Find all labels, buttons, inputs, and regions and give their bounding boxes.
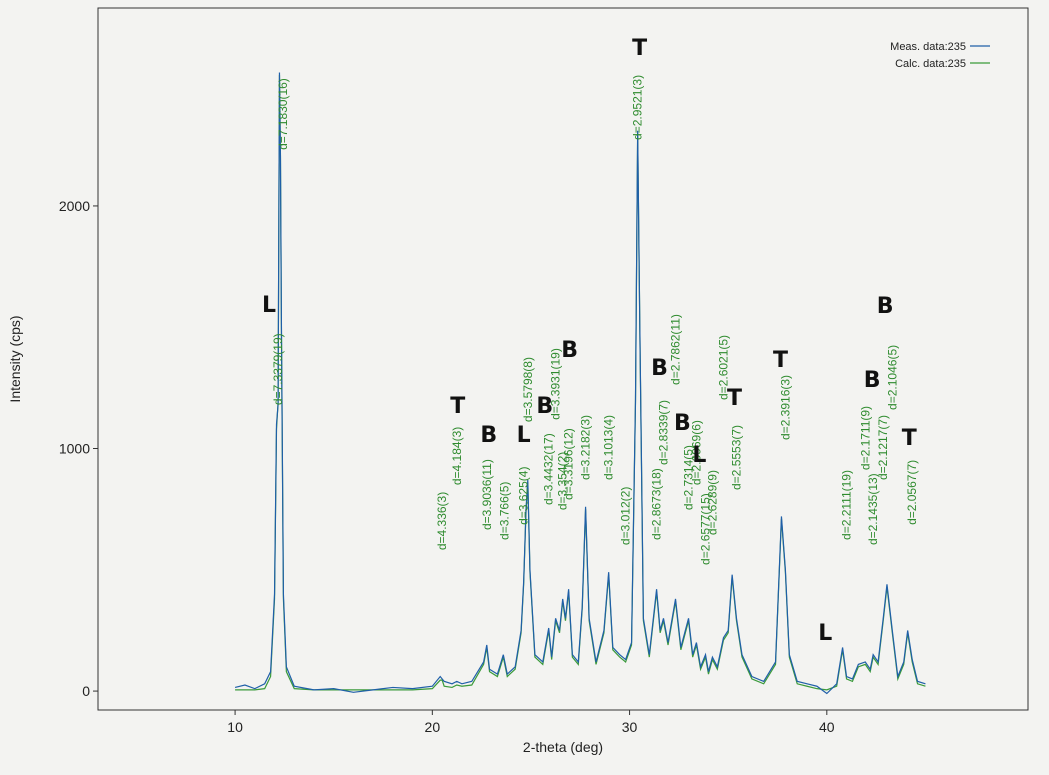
peak-label: d=3.3196(12) bbox=[562, 428, 576, 500]
peak-label: d=2.6969(6) bbox=[689, 420, 703, 485]
data-line bbox=[235, 74, 926, 691]
peak-label: d=2.2111(19) bbox=[839, 470, 853, 540]
peak-label: d=3.9036(11) bbox=[480, 459, 494, 530]
handwritten-mark: T bbox=[902, 426, 917, 451]
y-tick-label: 1000 bbox=[59, 441, 90, 457]
handwritten-mark: L bbox=[818, 621, 832, 646]
peak-label: d=2.1435(13) bbox=[866, 473, 880, 545]
handwritten-mark: B bbox=[561, 338, 578, 363]
y-axis-label: Intensity (cps) bbox=[7, 315, 23, 402]
peak-label: d=2.6289(9) bbox=[705, 470, 719, 535]
peak-label: d=3.766(5) bbox=[498, 482, 512, 540]
x-axis-label: 2-theta (deg) bbox=[523, 739, 603, 755]
peak-label: d=2.7862(11) bbox=[669, 314, 683, 385]
peak-label: d=2.0567(7) bbox=[905, 460, 919, 525]
y-tick-label: 0 bbox=[82, 683, 90, 699]
handwritten-mark: L bbox=[517, 423, 531, 448]
peak-label: d=2.8339(7) bbox=[656, 400, 670, 465]
peak-label: d=2.9521(3) bbox=[631, 75, 645, 140]
peak-label: d=2.6021(5) bbox=[716, 335, 730, 400]
handwritten-mark: B bbox=[674, 411, 691, 436]
y-tick-label: 2000 bbox=[59, 198, 90, 214]
peak-label: d=3.5798(8) bbox=[521, 357, 535, 422]
peak-label: d=3.354(2) bbox=[556, 452, 570, 510]
data-line bbox=[234, 72, 926, 695]
legend-label: Calc. data:235 bbox=[895, 58, 966, 70]
peak-label: d=3.4432(17) bbox=[542, 433, 556, 505]
peak-label: d=3.012(2) bbox=[619, 487, 633, 545]
handwritten-mark: T bbox=[632, 36, 647, 61]
handwritten-mark: T bbox=[727, 386, 742, 411]
peak-label: d=3.625(4) bbox=[517, 467, 531, 525]
peak-label: d=4.336(3) bbox=[435, 492, 449, 550]
peak-label: d=2.7314(5) bbox=[682, 445, 696, 510]
plot-frame bbox=[97, 7, 1029, 711]
peak-label: d=7.3379(19) bbox=[271, 333, 285, 405]
handwritten-mark: B bbox=[651, 356, 668, 381]
x-tick-label: 10 bbox=[227, 719, 243, 735]
peak-label: d=2.1711(9) bbox=[858, 406, 872, 470]
peak-label: d=2.1046(5) bbox=[885, 345, 899, 410]
handwritten-mark: B bbox=[877, 294, 894, 319]
handwritten-mark: B bbox=[480, 423, 497, 448]
handwritten-mark: B bbox=[536, 394, 553, 419]
peak-label: d=2.5553(7) bbox=[729, 425, 743, 490]
legend-label: Meas. data:235 bbox=[890, 41, 966, 53]
x-tick-label: 40 bbox=[819, 719, 835, 735]
handwritten-mark: T bbox=[450, 394, 465, 419]
peak-label: d=2.3916(3) bbox=[778, 375, 792, 440]
handwritten-mark: B bbox=[864, 368, 881, 393]
peak-label: d=2.8673(18) bbox=[650, 468, 664, 540]
peak-label: d=2.1217(7) bbox=[876, 415, 890, 480]
handwritten-mark: L bbox=[262, 293, 276, 318]
peak-label: d=3.2182(3) bbox=[579, 415, 593, 480]
peak-label: d=3.3931(19) bbox=[549, 348, 563, 420]
x-tick-label: 30 bbox=[622, 719, 638, 735]
peak-label: d=4.184(3) bbox=[450, 427, 464, 485]
handwritten-mark: T bbox=[773, 348, 788, 373]
peak-label: d=7.1830(16) bbox=[276, 78, 290, 150]
peak-label: d=2.6577(15) bbox=[699, 493, 713, 565]
handwritten-mark: L bbox=[692, 443, 706, 468]
x-tick-label: 20 bbox=[425, 719, 441, 735]
peak-label: d=3.1013(4) bbox=[602, 415, 616, 480]
